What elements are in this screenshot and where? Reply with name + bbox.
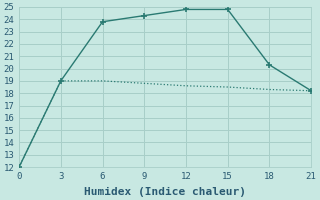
- X-axis label: Humidex (Indice chaleur): Humidex (Indice chaleur): [84, 186, 246, 197]
